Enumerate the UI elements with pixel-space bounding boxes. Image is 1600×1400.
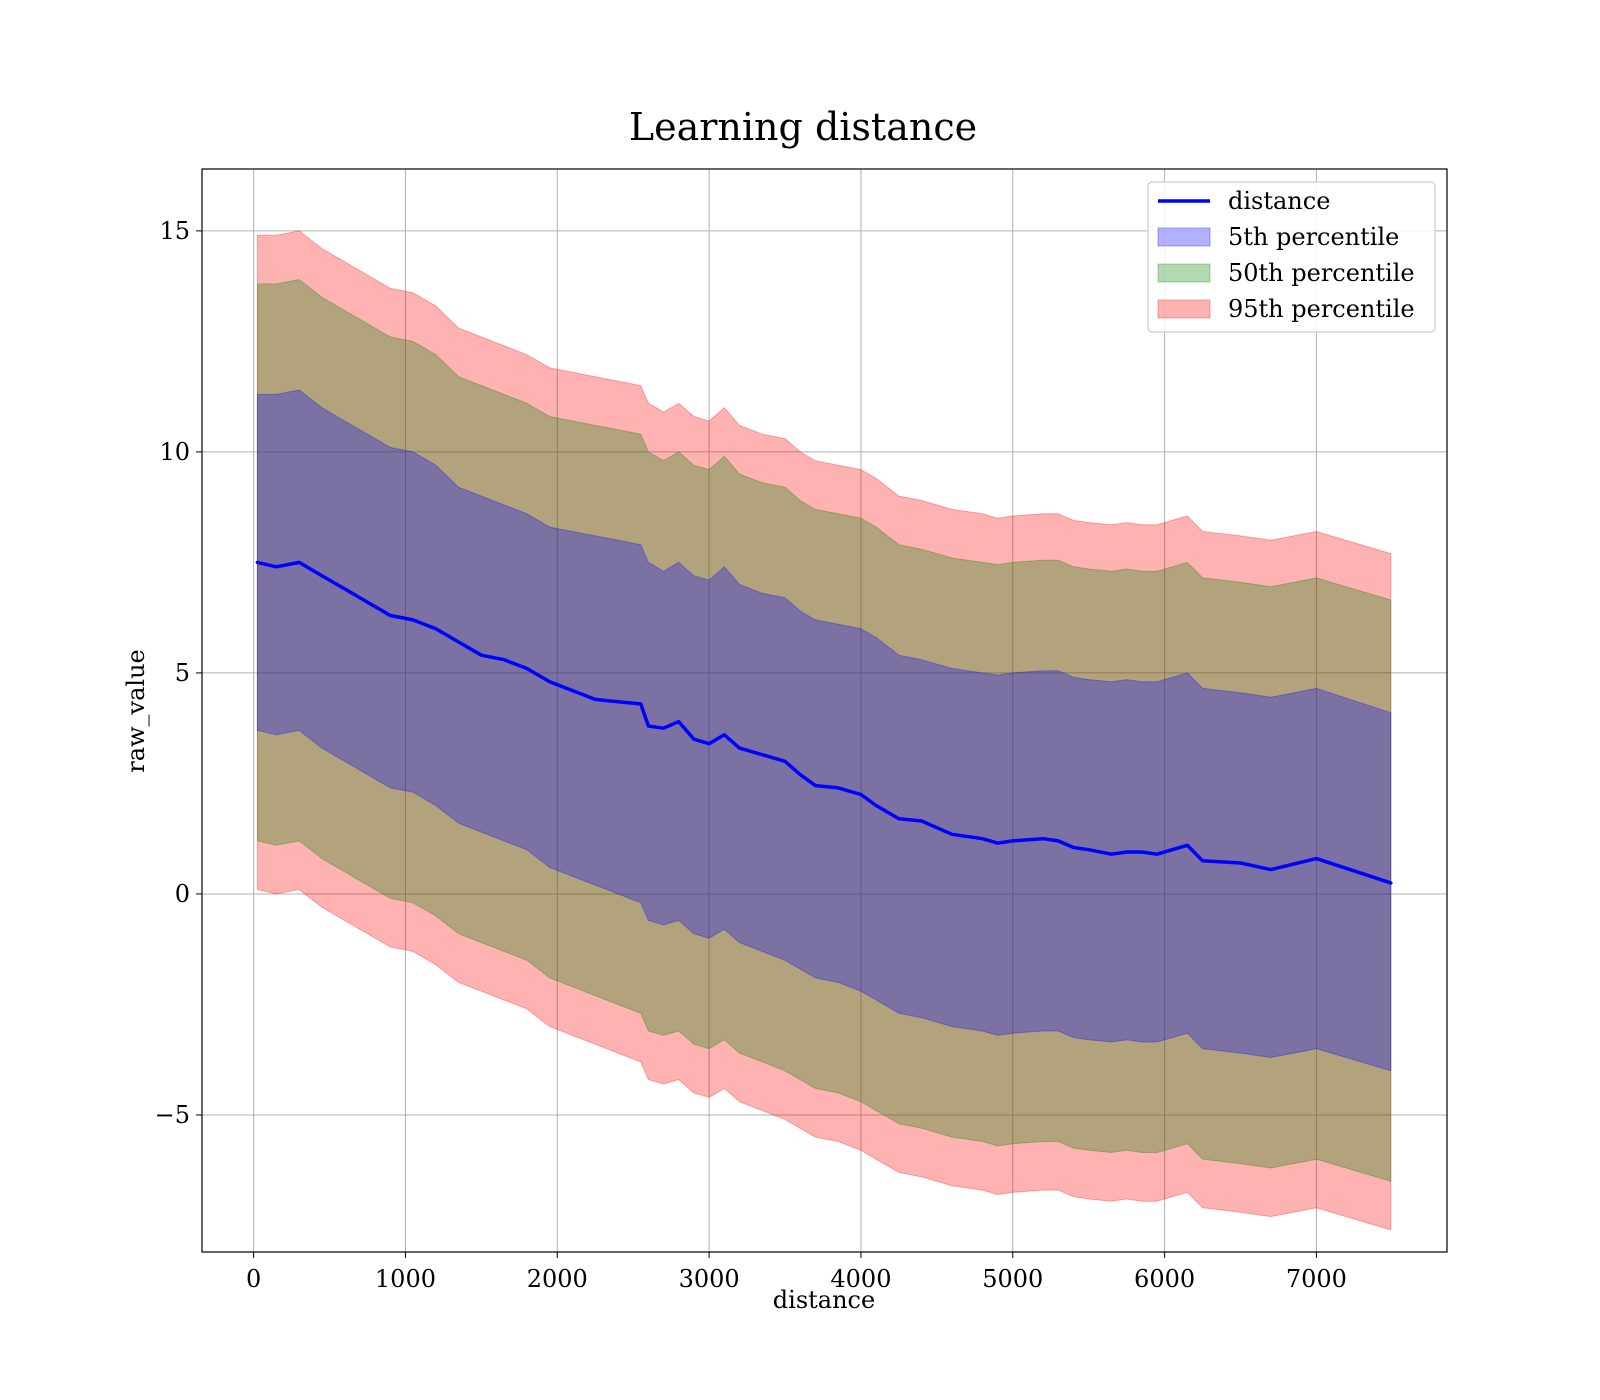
y-tick-label: 0 [175,880,190,908]
percentile-bands [256,230,1392,1231]
legend-label-5th: 5th percentile [1228,223,1399,251]
x-tick-label: 4000 [830,1265,891,1293]
x-tick-label: 7000 [1286,1265,1347,1293]
band-50th-percentile [256,278,1392,1182]
x-tick-label: 6000 [1134,1265,1195,1293]
y-tick-label: 5 [175,659,190,687]
legend-label-distance: distance [1228,187,1330,215]
grid [202,169,1447,1252]
chart-title: Learning distance [629,105,977,149]
x-tick-label: 3000 [679,1265,740,1293]
band-5th-percentile [256,389,1392,1072]
x-tick-label: 1000 [375,1265,436,1293]
legend-swatch-5th [1157,227,1211,247]
legend-box [1147,181,1436,333]
y-tick-label: −5 [155,1101,190,1129]
x-tick-label: 5000 [982,1265,1043,1293]
distance-line [255,560,1393,885]
x-tick-label: 2000 [527,1265,588,1293]
legend: distance 5th percentile 50th percentile … [1147,181,1436,333]
y-axis-label: raw_value [122,649,150,773]
x-tick-label: 0 [246,1265,261,1293]
x-axis-label: distance [773,1286,875,1314]
axis-ticks: 0 1000 2000 3000 4000 5000 6000 7000 −5 0 5 10 15 [155,217,1347,1293]
legend-swatch-95th [1157,299,1211,319]
plot-frame [201,168,1448,1253]
legend-label-95th: 95th percentile [1228,295,1415,323]
distance-line-layer [255,560,1393,885]
legend-label-50th: 50th percentile [1228,259,1415,287]
y-tick-label: 10 [159,438,190,466]
band-95th-percentile [256,230,1392,1231]
y-tick-label: 15 [159,217,190,245]
legend-swatch-50th [1157,263,1211,283]
